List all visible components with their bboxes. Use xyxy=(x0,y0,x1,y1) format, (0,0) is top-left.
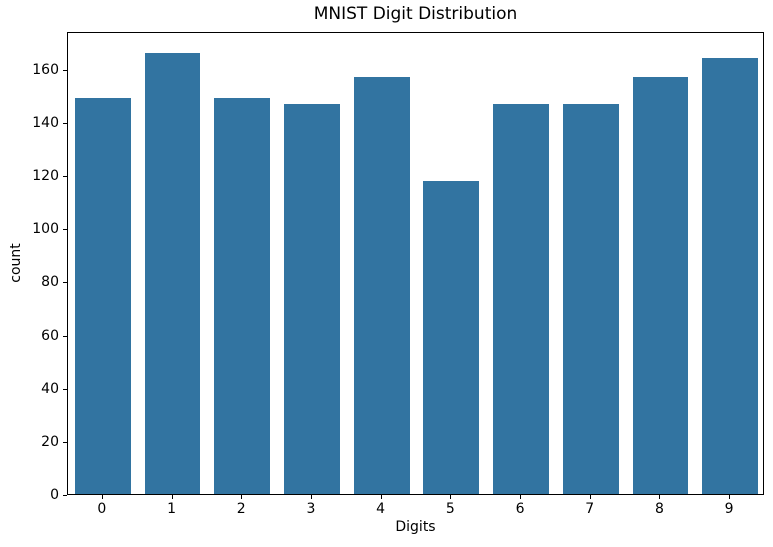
bar-digit-2 xyxy=(214,98,271,494)
y-tick-label: 100 xyxy=(32,221,59,238)
bar-digit-9 xyxy=(702,58,759,494)
y-tick-mark xyxy=(63,123,67,125)
x-tick-mark xyxy=(380,495,382,499)
x-tick-label: 6 xyxy=(515,501,525,517)
x-axis-label: Digits xyxy=(395,519,436,535)
x-tick-mark xyxy=(729,495,731,499)
y-tick-mark xyxy=(63,441,67,443)
y-tick-label: 140 xyxy=(32,115,59,132)
bar-digit-5 xyxy=(423,180,480,494)
y-tick-label: 120 xyxy=(32,168,59,185)
y-tick-label: 40 xyxy=(41,380,59,397)
x-tick-label: 3 xyxy=(306,501,316,517)
bar-digit-3 xyxy=(284,103,340,494)
y-tick-label: 20 xyxy=(41,433,59,450)
bar-digit-4 xyxy=(353,76,410,494)
x-tick-label: 4 xyxy=(376,501,386,517)
x-tick-mark xyxy=(101,495,103,499)
x-tick-label: 5 xyxy=(445,501,455,517)
y-tick-mark xyxy=(63,176,67,178)
y-tick-mark xyxy=(63,282,67,284)
y-axis-label: count xyxy=(8,243,24,283)
plot-area xyxy=(67,32,764,495)
y-tick-mark xyxy=(63,335,67,337)
y-tick-mark xyxy=(63,229,67,231)
bar-digit-1 xyxy=(144,53,201,494)
bar-digit-8 xyxy=(632,76,689,494)
x-tick-label: 9 xyxy=(724,501,734,517)
y-tick-mark xyxy=(63,69,67,71)
bar-digit-6 xyxy=(493,103,549,494)
x-tick-label: 2 xyxy=(236,501,246,517)
y-tick-label: 60 xyxy=(41,327,59,344)
x-tick-label: 1 xyxy=(167,501,176,517)
x-tick-mark xyxy=(450,495,452,499)
y-tick-label: 80 xyxy=(41,274,59,291)
x-tick-mark xyxy=(171,495,173,499)
bar-digit-0 xyxy=(74,98,131,494)
x-tick-mark xyxy=(241,495,243,499)
y-tick-mark xyxy=(63,495,67,496)
bar-digit-7 xyxy=(562,103,619,494)
chart-title: MNIST Digit Distribution xyxy=(313,4,518,24)
y-tick-label: 0 xyxy=(50,487,59,503)
y-tick-mark xyxy=(63,388,67,390)
x-tick-mark xyxy=(659,495,661,499)
x-tick-mark xyxy=(520,495,522,499)
x-tick-label: 0 xyxy=(97,501,107,517)
x-tick-mark xyxy=(310,495,312,499)
x-tick-label: 7 xyxy=(585,501,595,517)
x-tick-label: 8 xyxy=(654,501,664,517)
y-tick-label: 160 xyxy=(32,61,59,78)
x-tick-mark xyxy=(589,495,591,499)
